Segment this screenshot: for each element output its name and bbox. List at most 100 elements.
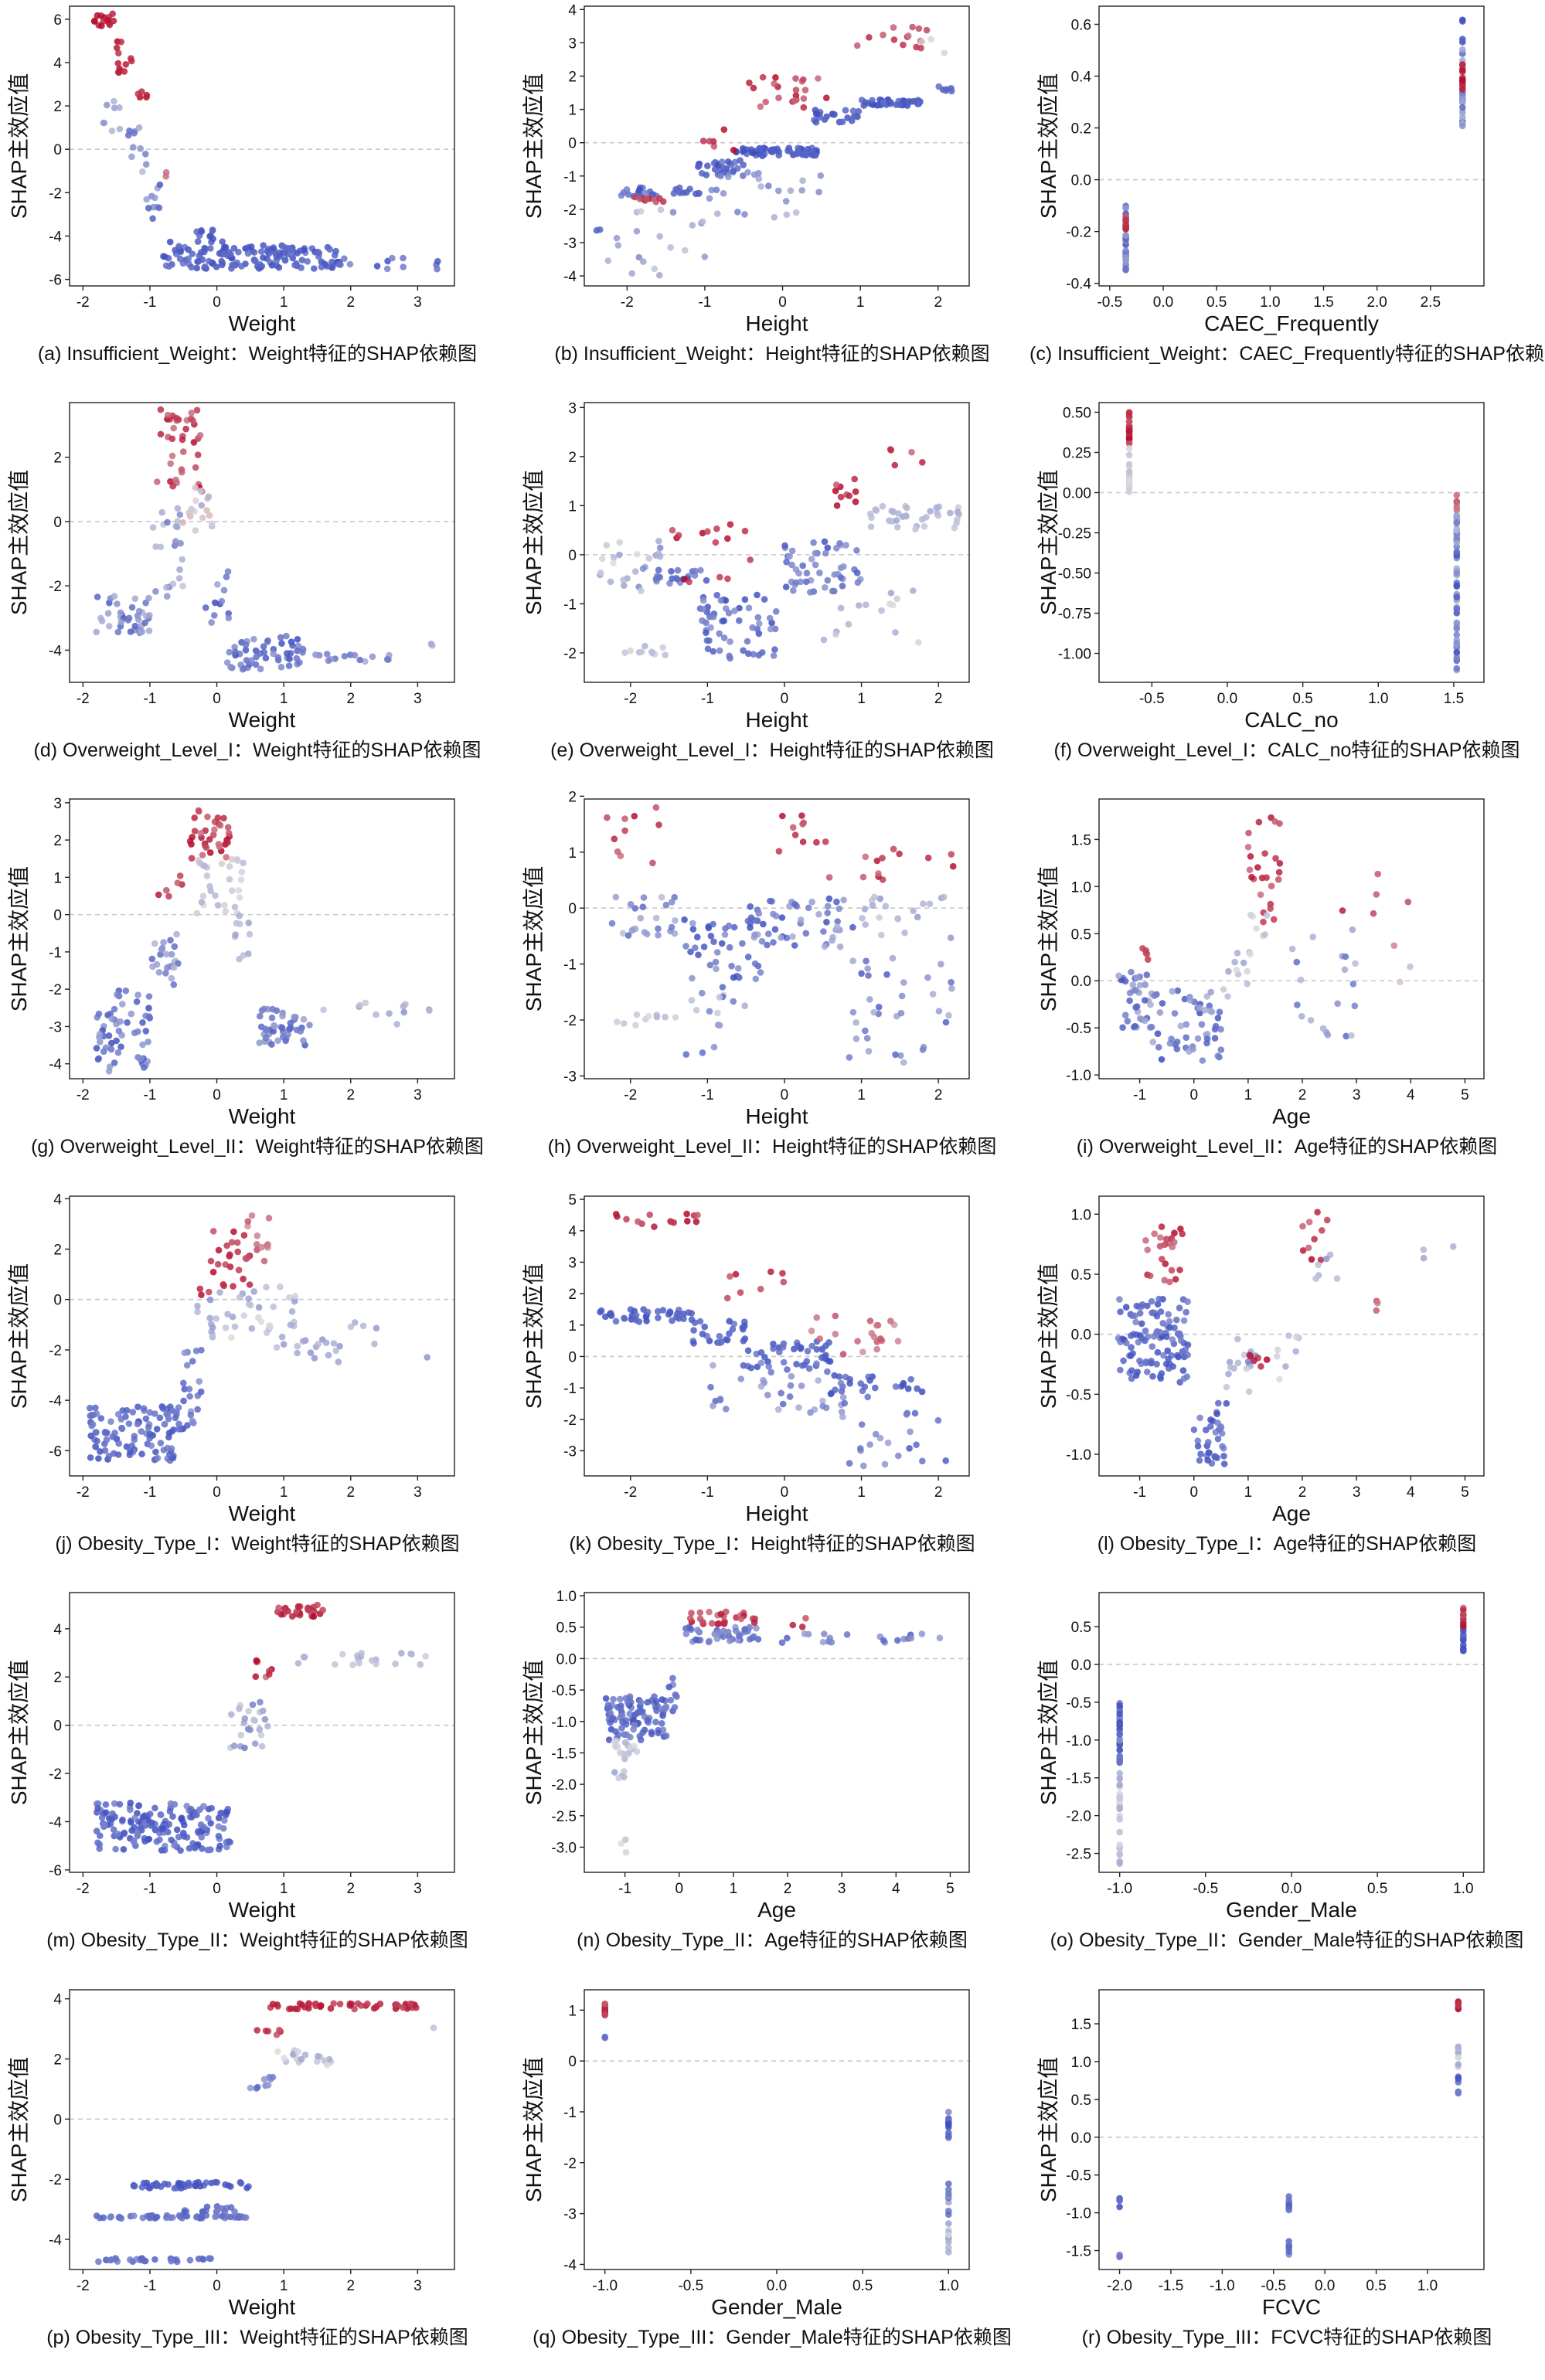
scatter-point (1212, 1022, 1220, 1030)
scatter-point (669, 209, 677, 216)
scatter-point (362, 999, 369, 1007)
scatter-point (373, 1011, 379, 1018)
scatter-point (216, 821, 224, 829)
scatter-point (875, 870, 882, 877)
scatter-point (89, 1421, 97, 1428)
scatter-point (798, 187, 805, 194)
scatter-point (1223, 1383, 1230, 1391)
scatter-point (176, 2181, 183, 2188)
scatter-point (249, 1701, 257, 1708)
scatter-point (690, 1340, 697, 1347)
scatter-point (294, 1660, 302, 1667)
scatter-point (747, 903, 754, 910)
plot-frame (1098, 1592, 1485, 1873)
scatter-point (178, 1815, 185, 1823)
x-tick-label: 0 (213, 2278, 221, 2294)
scatter-point (131, 1433, 138, 1440)
scatter-point (903, 1411, 910, 1418)
x-tick-label: 2 (346, 2278, 355, 2294)
scatter-point (1324, 1032, 1332, 1039)
scatter-point (784, 1634, 791, 1642)
scatter-point (759, 649, 766, 656)
y-tick-label: -2 (49, 1343, 62, 1359)
scatter-point (767, 1368, 774, 1376)
scatter-point (206, 512, 213, 519)
scatter-point (1125, 476, 1133, 484)
scatter-point (1247, 950, 1254, 958)
scatter-point (107, 1815, 115, 1822)
scatter-point (1240, 959, 1247, 967)
scatter-point (862, 1027, 869, 1035)
x-tick-label: -0.5 (1261, 2278, 1286, 2294)
scatter-point (1172, 1276, 1179, 1283)
scatter-point (1267, 905, 1274, 912)
scatter-point (157, 1811, 165, 1818)
scatter-point (740, 144, 747, 152)
scatter-point (920, 900, 927, 907)
scatter-point (706, 138, 713, 144)
scatter-point (852, 498, 859, 505)
x-tick-label: 0 (213, 294, 221, 311)
scatter-point (656, 271, 663, 279)
scatter-point (254, 2083, 261, 2091)
y-tick-label: -2.5 (551, 1809, 577, 1825)
scatter-point (1116, 1737, 1123, 1744)
scatter-point (346, 260, 354, 268)
scatter-point (1116, 1753, 1123, 1760)
scatter-point (115, 2214, 123, 2221)
x-tick-label: -2 (77, 294, 90, 311)
scatter-point (1125, 468, 1133, 475)
scatter-point (1116, 1730, 1123, 1737)
scatter-point (732, 1627, 740, 1634)
scatter-point (894, 915, 901, 922)
scatter-point (795, 1342, 801, 1349)
scatter-point (274, 2048, 281, 2055)
x-tick-label: 3 (838, 1881, 846, 1897)
scatter-point (184, 1422, 191, 1429)
x-tick-label: -0.5 (1139, 691, 1165, 707)
scatter-point (643, 195, 650, 202)
scatter-point (774, 1406, 782, 1413)
scatter-point (1459, 46, 1466, 53)
scatter-point (754, 614, 762, 621)
scatter-point (216, 843, 223, 851)
scatter-point (793, 1361, 800, 1368)
scatter-point (198, 899, 206, 906)
y-tick-label: -0.5 (1066, 2168, 1091, 2184)
scatter-point (837, 493, 845, 501)
scatter-point (138, 1450, 145, 1457)
scatter-point (236, 1294, 243, 1301)
scatter-point (188, 415, 195, 423)
scatter-point (1164, 1347, 1171, 1355)
scatter-point (727, 1637, 733, 1644)
scatter-point (884, 1439, 892, 1447)
scatter-point (1216, 1008, 1223, 1015)
scatter-point (638, 587, 645, 594)
scatter-point (96, 1841, 104, 1848)
scatter-point (1203, 1426, 1210, 1433)
scatter-point (942, 1018, 950, 1026)
scatter-point (851, 475, 858, 483)
scatter-point (757, 1382, 765, 1390)
scatter-point (227, 2204, 235, 2211)
scatter-point (1149, 1309, 1155, 1317)
scatter-point (172, 476, 179, 484)
scatter-point (1116, 1719, 1123, 1726)
scatter-point (757, 969, 764, 976)
scatter-point (897, 1052, 904, 1059)
scatter-point (175, 960, 182, 967)
x-tick-label: 2 (346, 1881, 355, 1897)
scatter-point (1148, 1358, 1155, 1365)
scatter-point (596, 226, 604, 233)
scatter-point (935, 1008, 943, 1015)
scatter-point (335, 1358, 342, 1365)
scatter-point (940, 893, 948, 901)
scatter-point (798, 1382, 805, 1389)
scatter-point (750, 84, 757, 92)
x-tick-label: 0 (213, 691, 221, 707)
scatter-point (145, 1005, 152, 1012)
chart-svg-n: -1 0 1 2 3 4 5-3.0-2.5-2.0-1.5-1.0-0.50.00.51.… (522, 1589, 970, 1922)
scatter-point (1179, 1367, 1187, 1374)
scatter-point (713, 186, 720, 193)
scatter-point (280, 1341, 288, 1348)
